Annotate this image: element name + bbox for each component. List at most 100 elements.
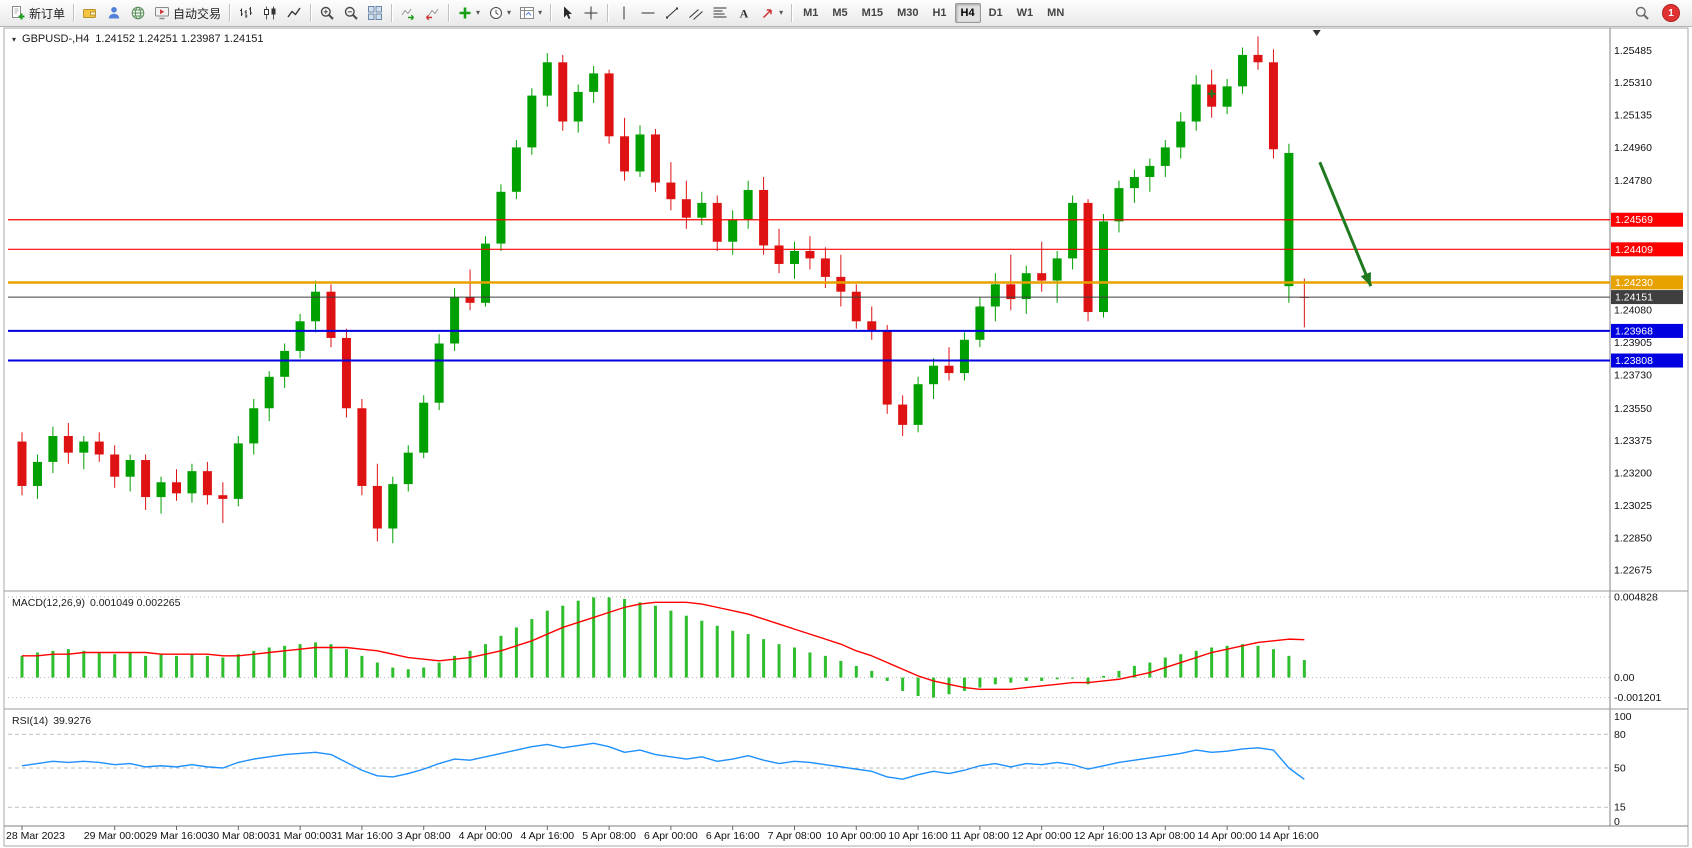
timeframe-h4-button[interactable]: H4 <box>954 3 981 23</box>
price-axis[interactable]: 1.25485 1.25310 1.25135 1.24960 1.24780 1.240… <box>1614 45 1652 577</box>
chart-frame <box>3 27 1689 847</box>
horizontal-line-button[interactable] <box>636 1 660 25</box>
svg-text:10 Apr 16:00: 10 Apr 16:00 <box>888 830 948 842</box>
new-order-button[interactable]: 新订单 <box>6 1 69 25</box>
timeframe-m1-button[interactable]: M1 <box>803 7 819 19</box>
text-button[interactable]: A <box>732 1 756 25</box>
cursor-button[interactable] <box>555 1 579 25</box>
price-badge-1.24151: 1.24151 <box>1611 290 1683 305</box>
zoom-out-icon <box>344 6 358 20</box>
line-chart-button[interactable] <box>282 1 306 25</box>
periods-button[interactable]: ▾ <box>484 1 515 25</box>
notification-badge[interactable]: 1 <box>1662 4 1680 22</box>
toolbar: 新订单 自动交易 ▾ ▾ ▾ A ▾ M1 M5 M15 M30 H1 H4 D1 W1 MN 1 <box>0 0 1692 27</box>
zoom-out-button[interactable] <box>339 1 363 25</box>
svg-text:6 Apr 00:00: 6 Apr 00:00 <box>644 830 698 842</box>
svg-text:1.23905: 1.23905 <box>1614 337 1652 349</box>
arrows-icon <box>763 9 772 19</box>
toolbar-divider <box>73 4 75 22</box>
wallet-button[interactable] <box>78 1 102 25</box>
profile-button[interactable] <box>102 1 126 25</box>
timeframe-m15-button[interactable]: M15 <box>861 7 884 19</box>
market-button[interactable] <box>126 1 150 25</box>
svg-text:-0.001201: -0.001201 <box>1614 692 1661 704</box>
macd-values: 0.001049 0.002265 <box>89 597 181 609</box>
toolbar-divider <box>607 4 609 22</box>
chartshift-icon <box>426 8 439 21</box>
rsi-line <box>21 742 1305 780</box>
add-indicator-icon <box>459 7 471 19</box>
toolbar-divider <box>310 4 312 22</box>
svg-text:13 Apr 08:00: 13 Apr 08:00 <box>1136 830 1196 842</box>
rsi-name: RSI(14) <box>12 715 49 727</box>
arrows-button[interactable]: ▾ <box>756 1 787 25</box>
vertical-line-button[interactable] <box>612 1 636 25</box>
plus-marker[interactable] <box>1207 89 1216 98</box>
chart-shift-button[interactable] <box>420 1 444 25</box>
svg-text:A: A <box>740 7 749 21</box>
channel-button[interactable] <box>684 1 708 25</box>
svg-text:29 Mar 00:00: 29 Mar 00:00 <box>84 830 146 842</box>
linechart-icon <box>287 7 301 18</box>
auto-scroll-button[interactable] <box>396 1 420 25</box>
svg-text:1.24080: 1.24080 <box>1614 305 1652 317</box>
svg-text:1.25485: 1.25485 <box>1614 45 1652 57</box>
timeframe-h1-button[interactable]: H1 <box>932 7 947 19</box>
svg-text:1.25310: 1.25310 <box>1614 77 1652 89</box>
candlestick-button[interactable] <box>258 1 282 25</box>
zoom-in-button[interactable] <box>315 1 339 25</box>
macd-signal-line <box>22 601 1305 690</box>
crosshair-icon <box>584 6 598 20</box>
channel-icon <box>689 9 703 20</box>
svg-text:1.24960: 1.24960 <box>1614 142 1652 154</box>
trendline-button[interactable] <box>660 1 684 25</box>
svg-text:50: 50 <box>1614 763 1626 775</box>
symbol-search-button[interactable] <box>1630 1 1654 25</box>
bars-icon <box>240 7 253 18</box>
bar-chart-button[interactable] <box>234 1 258 25</box>
svg-text:1.23968: 1.23968 <box>1615 325 1653 337</box>
time-axis[interactable]: 28 Mar 2023 29 Mar 00:00 29 Mar 16:00 30 Ma… <box>6 826 1319 842</box>
svg-text:0.00: 0.00 <box>1614 672 1635 684</box>
svg-text:31 Mar 16:00: 31 Mar 16:00 <box>331 830 393 842</box>
svg-text:12 Apr 00:00: 12 Apr 00:00 <box>1012 830 1072 842</box>
svg-text:14 Apr 16:00: 14 Apr 16:00 <box>1259 830 1319 842</box>
search-icon <box>1635 6 1649 20</box>
chart-shift-marker <box>1312 30 1321 36</box>
svg-text:11 Apr 08:00: 11 Apr 08:00 <box>951 830 1010 842</box>
chart-ohlc-values: 1.24152 1.24251 1.23987 1.24151 <box>95 33 264 45</box>
tile-windows-button[interactable] <box>363 1 387 25</box>
templates-button[interactable]: ▾ <box>515 1 546 25</box>
timeframe-m5-button[interactable]: M5 <box>832 7 848 19</box>
svg-text:0.004828: 0.004828 <box>1614 591 1658 603</box>
svg-text:0: 0 <box>1614 816 1620 828</box>
zoom-in-icon <box>320 6 334 20</box>
fibonacci-button[interactable] <box>708 1 732 25</box>
svg-text:4 Apr 00:00: 4 Apr 00:00 <box>459 830 513 842</box>
rsi-value: 39.9276 <box>53 715 92 727</box>
timeframe-mn-button[interactable]: MN <box>1047 7 1065 19</box>
svg-text:1.24151: 1.24151 <box>1615 292 1653 304</box>
annotation-arrow[interactable] <box>1318 161 1373 287</box>
chart-title: ▾ GBPUSD-,H4 1.24152 1.24251 1.23987 1.2… <box>12 33 263 45</box>
timeframe-w1-button[interactable]: W1 <box>1016 7 1034 19</box>
macd-name: MACD(12,26,9) <box>12 597 85 609</box>
macd-indicator-label: MACD(12,26,9) 0.001049 0.002265 <box>12 597 180 609</box>
svg-text:10 Apr 00:00: 10 Apr 00:00 <box>827 830 887 842</box>
autotrading-button[interactable]: 自动交易 <box>150 1 225 25</box>
timeframe-m30-button[interactable]: M30 <box>897 7 919 19</box>
tile-icon <box>368 6 383 20</box>
macd-grid: 0.004828 0.00 -0.001201 <box>8 591 1661 704</box>
chart-context-icon[interactable]: ▾ <box>12 34 17 44</box>
crosshair-button[interactable] <box>579 1 603 25</box>
svg-text:6 Apr 16:00: 6 Apr 16:00 <box>706 830 760 842</box>
svg-text:1.23808: 1.23808 <box>1615 355 1653 367</box>
svg-text:14 Apr 00:00: 14 Apr 00:00 <box>1197 830 1257 842</box>
timeframe-d1-button[interactable]: D1 <box>988 7 1003 19</box>
add-indicator-button[interactable]: ▾ <box>453 1 484 25</box>
hline-icon <box>641 12 655 14</box>
price-badge-1.24569: 1.24569 <box>1611 212 1683 227</box>
cursor-icon <box>564 6 573 19</box>
